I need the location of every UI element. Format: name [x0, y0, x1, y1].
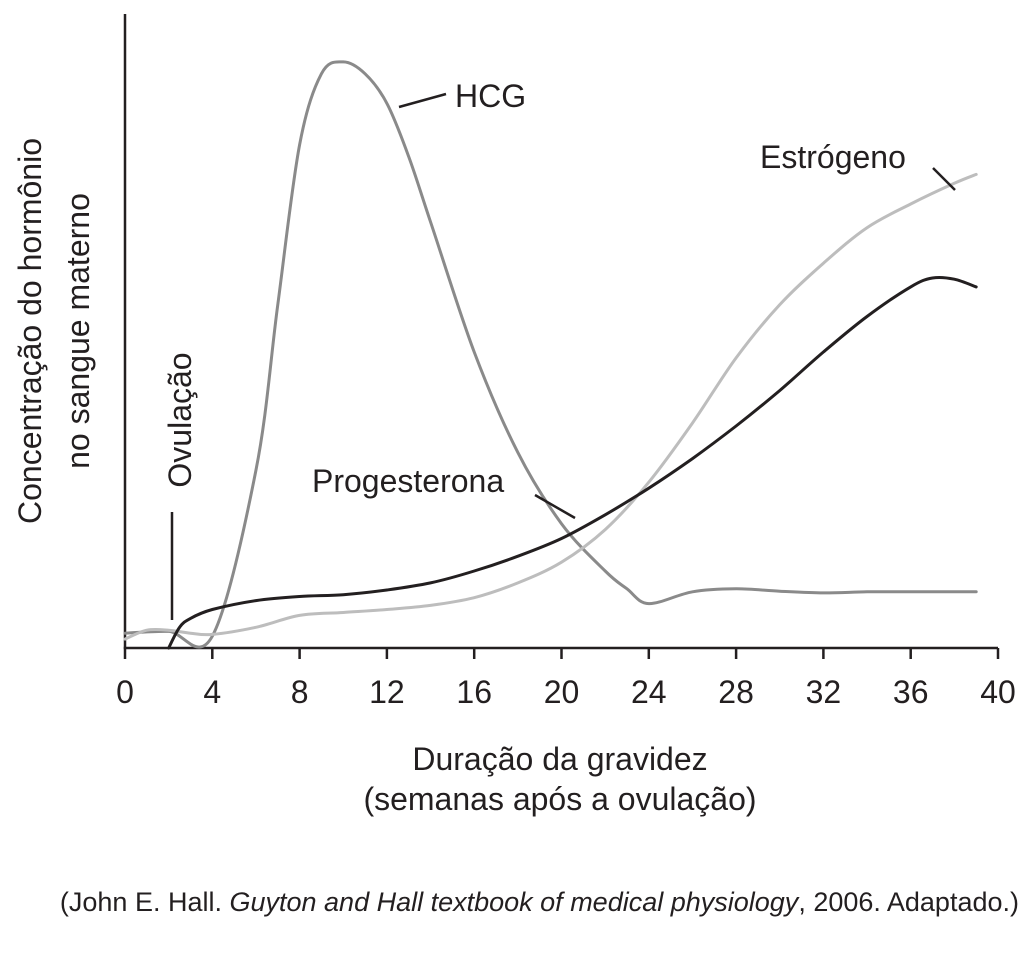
series-lines — [123, 60, 978, 650]
hcg-label: HCG — [455, 78, 526, 114]
x-tick-label-24: 24 — [631, 674, 667, 710]
x-tick-label-16: 16 — [456, 674, 492, 710]
series-line-progesterona — [167, 275, 978, 650]
estrogeno-leader-line — [932, 167, 956, 191]
x-tick-label-12: 12 — [369, 674, 405, 710]
source-caption: (John E. Hall. Guyton and Hall textbook … — [60, 884, 1019, 920]
caption-prefix: (John E. Hall. — [59, 887, 230, 917]
y-axis-title: Concentração do hormônio no sangue mater… — [12, 138, 96, 524]
x-tick-label-8: 8 — [291, 674, 309, 710]
x-axis-title-line-1: Duração da gravidez — [412, 741, 707, 777]
x-tick-label-32: 32 — [806, 674, 842, 710]
ovulation-marker: Ovulação — [162, 352, 198, 620]
caption-title: Guyton and Hall textbook of medical phys… — [229, 887, 799, 917]
y-axis-title-line-1: Concentração do hormônio — [12, 138, 48, 524]
x-tick-label-28: 28 — [718, 674, 754, 710]
progesterona-label: Progesterona — [312, 463, 504, 499]
axes — [123, 14, 998, 650]
estrogeno-label: Estrógeno — [760, 139, 906, 175]
caption-suffix: , 2006. Adaptado.) — [798, 887, 1019, 917]
x-tick-label-4: 4 — [203, 674, 221, 710]
series-line-hcg — [123, 60, 978, 649]
progesterona-leader-line — [534, 493, 576, 520]
series-line-estrogeno — [123, 172, 978, 641]
y-axis-title-line-2: no sangue materno — [60, 193, 96, 469]
x-tick-label-20: 20 — [544, 674, 580, 710]
x-ticks: 0 4 8 12 16 20 24 28 32 36 40 — [116, 648, 1016, 710]
ovulation-label: Ovulação — [162, 352, 198, 487]
x-axis-title: Duração da gravidez (semanas após a ovul… — [363, 741, 756, 817]
x-tick-label-40: 40 — [980, 674, 1016, 710]
curve-labels: HCG Estrógeno Progesterona — [312, 78, 956, 520]
x-tick-label-36: 36 — [893, 674, 929, 710]
hcg-leader-line — [398, 92, 447, 109]
x-axis-title-line-2: (semanas após a ovulação) — [363, 781, 756, 817]
x-tick-label-0: 0 — [116, 674, 134, 710]
